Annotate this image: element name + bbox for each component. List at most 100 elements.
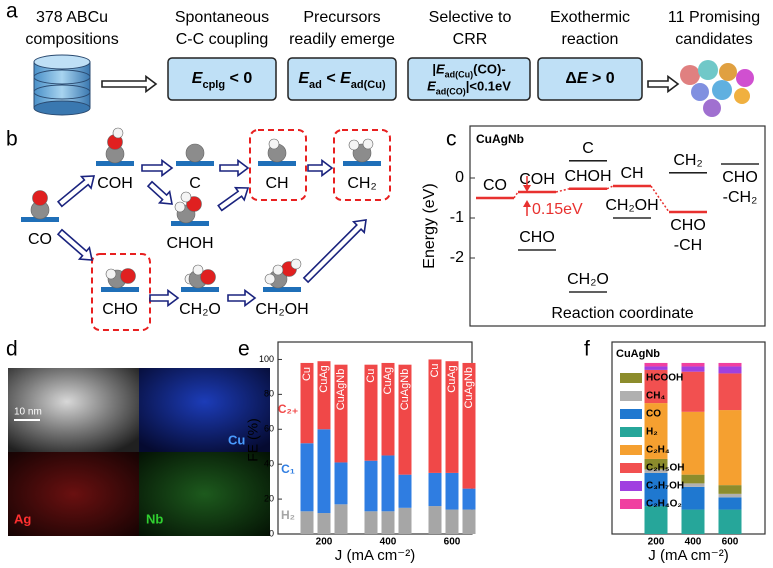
atom (32, 190, 48, 206)
bar-label: Cu (301, 367, 313, 381)
bar-segment (718, 410, 742, 486)
surface (171, 221, 209, 226)
annotation-arrowhead (523, 185, 531, 192)
step-caption: 378 ABCu (36, 9, 108, 26)
legend-label: C₃H₇OH (646, 481, 684, 492)
x-axis-label: Reaction coordinate (551, 305, 693, 322)
y-axis-label: Energy (eV) (421, 183, 438, 268)
atom (290, 258, 302, 270)
level-label: CHO (670, 217, 706, 234)
legend-swatch (620, 481, 642, 491)
bar-segment (644, 369, 668, 404)
bar-segment (334, 364, 348, 463)
legend-label: C₂H₄O₂ (646, 499, 682, 510)
bar-segment (428, 359, 442, 473)
arrow (227, 288, 257, 308)
y-tick-label: 0 (455, 169, 464, 186)
bar-segment (398, 507, 412, 534)
bar-segment (681, 509, 705, 534)
highlight-box (333, 129, 391, 201)
bar-label: CuAgNb (335, 369, 347, 411)
legend-swatch (620, 499, 642, 509)
level-label: CH (620, 165, 643, 182)
arrow (146, 180, 173, 205)
bar-segment (317, 429, 331, 514)
bar-segment (445, 509, 459, 534)
bar-segment (364, 511, 378, 534)
step-caption: C-C coupling (176, 31, 268, 48)
step-caption: reaction (562, 31, 619, 48)
bar-segment (681, 362, 705, 367)
formula-part: |<0.1eV (466, 79, 512, 94)
panel-label: a (6, 0, 18, 23)
bar-label: CuAgNb (399, 369, 411, 411)
criterion-formula: |Ead(Cu)(CO)- (432, 62, 505, 80)
scale-bar-label: 10 nm (14, 407, 42, 418)
bar-segment (462, 509, 476, 534)
node-label: CH (265, 175, 288, 192)
bar-label: CuAgNb (463, 367, 475, 409)
bar-segment (644, 469, 668, 473)
bar-segment (398, 364, 412, 475)
formula-part: E (577, 70, 589, 87)
step-caption: 11 Promising (668, 9, 760, 26)
arrow (647, 74, 680, 94)
formula-part: ad(Cu) (445, 70, 474, 80)
atom (272, 264, 284, 276)
formula-part: < 0 (225, 70, 252, 87)
y-tick-label: 20 (264, 493, 274, 503)
atom (348, 139, 360, 151)
bar-segment (300, 362, 314, 444)
node-label: CHO (102, 301, 138, 318)
connector (513, 191, 519, 199)
bar-segment (364, 364, 378, 461)
level-label: CHOH (564, 168, 611, 185)
step-caption: Spontaneous (175, 9, 269, 26)
formula-part: E (192, 70, 204, 87)
bar-segment (300, 443, 314, 512)
bar-label: CuAg (318, 365, 330, 393)
surface (263, 287, 301, 292)
bar-segment (317, 361, 331, 430)
level-label: CH₂O (567, 271, 609, 288)
atom (186, 196, 202, 212)
bar-segment (718, 485, 742, 494)
bar-segment (381, 362, 395, 456)
bar-label: CuAg (446, 365, 458, 393)
step-caption: compositions (25, 31, 118, 48)
arrow (217, 186, 250, 212)
legend-label: CO (646, 409, 661, 420)
level-label: COH (519, 171, 555, 188)
legend-label: CH₄ (646, 391, 665, 402)
series-label: C₁ (281, 462, 295, 476)
x-axis-label: J (mA cm⁻²) (648, 547, 728, 564)
legend-label: C₂H₄ (646, 445, 670, 456)
arrow (302, 219, 367, 284)
database-icon (33, 54, 91, 116)
plot-frame (469, 125, 766, 327)
level-label: CHO (519, 229, 555, 246)
bar-segment (381, 455, 395, 512)
atom (174, 201, 186, 213)
level-label: CH₂OH (605, 197, 658, 214)
node-label: CH₂OH (255, 301, 308, 318)
node-label: COH (97, 175, 133, 192)
bar-segment (718, 509, 742, 534)
bar-segment (445, 361, 459, 473)
annotation-arrowhead (523, 200, 531, 207)
y-tick-label: -2 (450, 249, 464, 266)
bar-segment (644, 472, 668, 507)
arrow (307, 158, 334, 178)
node-label: CH₂ (347, 175, 376, 192)
panel-label: c (446, 128, 457, 151)
formula-part: ad(Cu) (351, 79, 386, 91)
bar-segment (381, 511, 395, 534)
x-tick-label: 600 (722, 537, 739, 548)
criterion-formula: ΔE > 0 (565, 70, 614, 87)
level-label: CH₂ (673, 152, 702, 169)
step-caption: CRR (453, 31, 488, 48)
surface (96, 161, 134, 166)
formula-part: Δ (565, 70, 577, 87)
x-tick-label: 400 (685, 537, 702, 548)
bar-segment (681, 486, 705, 510)
